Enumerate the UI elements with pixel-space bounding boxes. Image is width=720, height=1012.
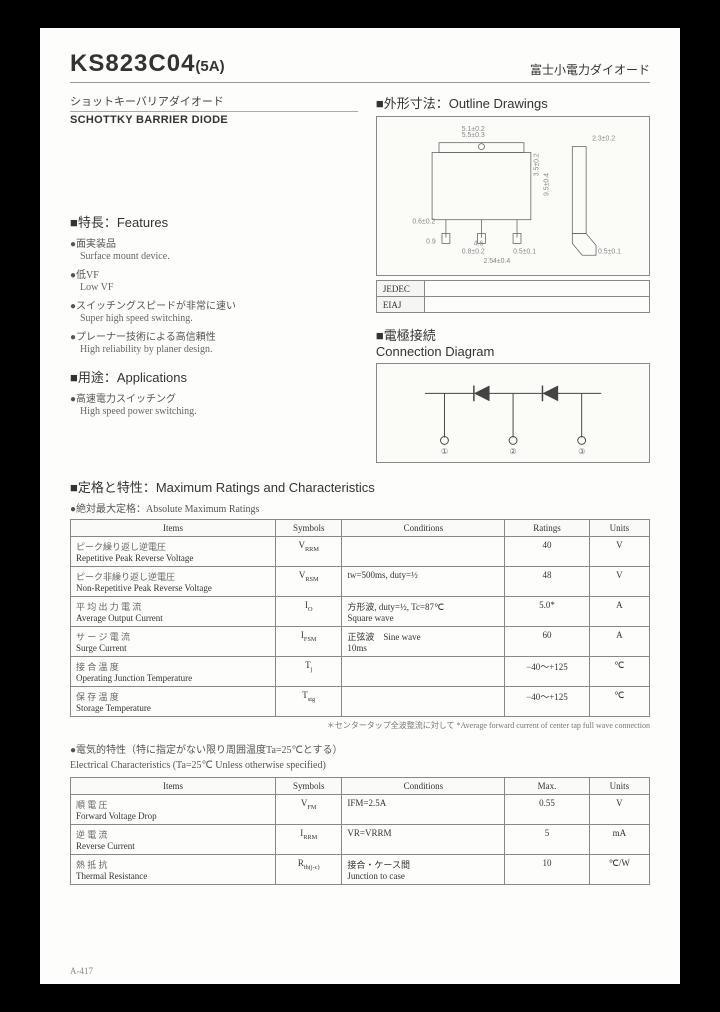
bullet-en: Super high speed switching.	[80, 313, 358, 324]
features-title: ■特長：Features	[70, 212, 358, 231]
ratings-table: Items Symbols Conditions Ratings Units ピ…	[70, 519, 650, 717]
table-cell: VRRM	[276, 537, 342, 567]
outline-title: ■外形寸法：Outline Drawings	[376, 93, 650, 112]
table-cell	[342, 537, 505, 567]
table-cell: 0.55	[505, 795, 589, 825]
bullet-en: High speed power switching.	[80, 406, 358, 417]
page-number: A-417	[70, 966, 93, 976]
standard-table: JEDEC EIAJ	[376, 280, 650, 313]
table-cell: Tj	[276, 657, 342, 687]
svg-text:③: ③	[578, 447, 585, 456]
part-number: KS823C04	[70, 50, 195, 77]
svg-text:0.5±0.1: 0.5±0.1	[513, 248, 536, 255]
bullet-jp: ●プレーナー技術による高信頼性	[70, 328, 358, 343]
svg-text:0.5±0.1: 0.5±0.1	[598, 248, 621, 255]
table-cell: tw=500ms, duty=½	[342, 567, 505, 597]
table-cell: VRSM	[276, 567, 342, 597]
ratings-title: ■定格と特性：Maximum Ratings and Characteristi…	[70, 477, 650, 496]
ratings-footnote: ＊センタータップ全波整流に対して *Average forward curren…	[70, 720, 650, 731]
table-cell: VR=VRRM	[342, 825, 505, 855]
table-cell: 60	[505, 627, 589, 657]
table-cell: 平 均 出 力 電 流Average Output Current	[71, 597, 276, 627]
table-cell: ピーク繰り返し逆電圧Repetitive Peak Reverse Voltag…	[71, 537, 276, 567]
table-cell: V	[589, 795, 649, 825]
table-cell: 正弦波 Sine wave 10ms	[342, 627, 505, 657]
table-cell	[342, 657, 505, 687]
svg-text:0.8±0.2: 0.8±0.2	[462, 248, 485, 255]
table-cell: 保 存 温 度Storage Temperature	[71, 687, 276, 717]
subtitle-en: SCHOTTKY BARRIER DIODE	[70, 114, 358, 126]
svg-text:0.6±0.2: 0.6±0.2	[412, 219, 435, 226]
table-cell: 接合・ケース間 Junction to case	[342, 855, 505, 885]
table-cell: mA	[589, 825, 649, 855]
bullet-jp: ●低VF	[70, 266, 358, 281]
table-cell: 5.0*	[505, 597, 589, 627]
svg-text:9.5±0.4: 9.5±0.4	[543, 173, 550, 196]
table-cell: A	[589, 627, 649, 657]
table-cell: 接 合 温 度Operating Junction Temperature	[71, 657, 276, 687]
elec-sub-en: Electrical Characteristics (Ta=25℃ Unles…	[70, 760, 650, 771]
svg-text:0.9: 0.9	[426, 238, 436, 245]
connection-title-jp: ■電極接続	[376, 325, 650, 344]
svg-text:2.54±0.4: 2.54±0.4	[483, 258, 510, 265]
table-cell: 方形波, duty=½, Tc=87℃ Square wave	[342, 597, 505, 627]
table-cell: ℃	[589, 687, 649, 717]
table-cell	[342, 687, 505, 717]
svg-text:4.6: 4.6	[473, 240, 483, 247]
connection-title-en: Connection Diagram	[376, 344, 650, 359]
electrical-table: Items Symbols Conditions Max. Units 順 電 …	[70, 777, 650, 885]
table-cell: V	[589, 567, 649, 597]
bullet-en: Surface mount device.	[80, 251, 358, 262]
elec-sub-jp: ●電気的特性（特に指定がない限り周囲温度Ta=25℃とする）	[70, 741, 650, 756]
table-cell: V	[589, 537, 649, 567]
table-cell: IFM=2.5A	[342, 795, 505, 825]
svg-text:②: ②	[509, 447, 516, 456]
bullet-jp: ●高速電力スイッチング	[70, 390, 358, 405]
table-cell: ℃	[589, 657, 649, 687]
table-cell: 10	[505, 855, 589, 885]
bullet-jp: ●スイッチングスピードが非常に速い	[70, 297, 358, 312]
svg-text:5.1±0.2: 5.1±0.2	[462, 126, 485, 133]
outline-drawing: 5.5±0.3 5.1±0.2 2.3±0.2 3.5±0.2 9.5±0.4 …	[376, 116, 650, 276]
bullet-en: Low VF	[80, 282, 358, 293]
table-cell: 48	[505, 567, 589, 597]
table-cell: VFM	[276, 795, 342, 825]
subtitle-jp: ショットキーバリアダイオード	[70, 93, 358, 112]
bullet-en: High reliability by planer design.	[80, 344, 358, 355]
connection-diagram: ① ② ③	[376, 363, 650, 463]
table-cell: Tstg	[276, 687, 342, 717]
svg-text:①: ①	[441, 447, 448, 456]
table-cell: −40〜+125	[505, 657, 589, 687]
table-cell: A	[589, 597, 649, 627]
applications-title: ■用途：Applications	[70, 367, 358, 386]
svg-text:3.5±0.2: 3.5±0.2	[534, 153, 541, 176]
table-cell: ℃/W	[589, 855, 649, 885]
amp-rating: (5A)	[195, 58, 224, 75]
table-cell: 5	[505, 825, 589, 855]
table-cell: 順 電 圧Forward Voltage Drop	[71, 795, 276, 825]
table-cell: Rth(j-c)	[276, 855, 342, 885]
table-cell: −40〜+125	[505, 687, 589, 717]
ratings-sub: ●絶対最大定格：Absolute Maximum Ratings	[70, 500, 650, 515]
svg-text:2.3±0.2: 2.3±0.2	[592, 136, 615, 143]
table-cell: 逆 電 流Reverse Current	[71, 825, 276, 855]
table-cell: ピーク非繰り返し逆電圧Non-Repetitive Peak Reverse V…	[71, 567, 276, 597]
table-cell: IRRM	[276, 825, 342, 855]
bullet-jp: ●面実装品	[70, 235, 358, 250]
table-cell: サ ー ジ 電 流Surge Current	[71, 627, 276, 657]
table-cell: IFSM	[276, 627, 342, 657]
table-cell: 熱 抵 抗Thermal Resistance	[71, 855, 276, 885]
header-jp: 富士小電力ダイオード	[530, 61, 650, 78]
table-cell: IO	[276, 597, 342, 627]
table-cell: 40	[505, 537, 589, 567]
